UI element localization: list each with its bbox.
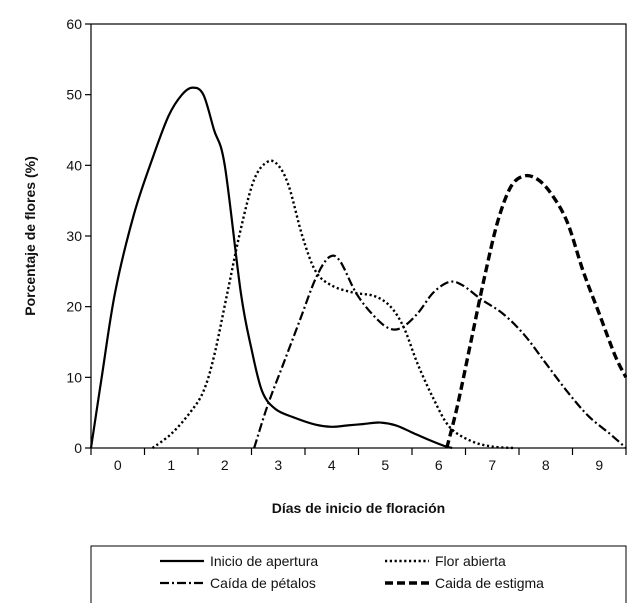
y-tick-label: 10: [66, 369, 82, 385]
series-layer: [89, 86, 627, 450]
x-axis-title: Días de inicio de floración: [272, 500, 445, 516]
x-tick-label: 2: [221, 457, 229, 473]
y-tick-label: 50: [66, 87, 82, 103]
x-tick-label: 1: [167, 457, 175, 473]
legend-box: [90, 545, 627, 603]
x-tick-label: 4: [328, 457, 336, 473]
legend-label-3: Caída de pétalos: [210, 575, 316, 591]
x-tick-label: 5: [381, 457, 389, 473]
y-tick-label: 40: [66, 157, 82, 173]
plot-frame: [90, 23, 627, 449]
x-tick-label: 9: [595, 457, 603, 473]
y-tick-label: 60: [66, 16, 82, 32]
series-line-2: [151, 159, 514, 450]
x-tick-label: 6: [435, 457, 443, 473]
legend-label-4: Caida de estigma: [435, 575, 544, 591]
y-tick-label: 20: [66, 299, 82, 315]
y-axis-title: Porcentaje de flores (%): [22, 156, 38, 316]
legend-items: Inicio de apertura Flor abierta Caída de p…: [160, 553, 544, 591]
series-line-1: [89, 86, 453, 450]
y-tick-label: 0: [74, 440, 82, 456]
legend-label-2: Flor abierta: [435, 553, 506, 569]
x-tick-label: 0: [114, 457, 122, 473]
legend: Inicio de apertura Flor abierta Caída de p…: [90, 545, 627, 603]
plot-area: [90, 23, 627, 449]
x-tick-label: 3: [274, 457, 282, 473]
y-axis: 0 10 20 30 40 50 60: [66, 16, 91, 456]
y-tick-label: 30: [66, 228, 82, 244]
series-line-3: [253, 254, 627, 449]
x-tick-label: 8: [542, 457, 550, 473]
x-tick-label: 7: [488, 457, 496, 473]
series-line-4: [445, 173, 627, 449]
legend-label-1: Inicio de apertura: [210, 553, 318, 569]
x-axis: 0 1 2 3 4 5 6 7 8 9: [90, 448, 627, 473]
